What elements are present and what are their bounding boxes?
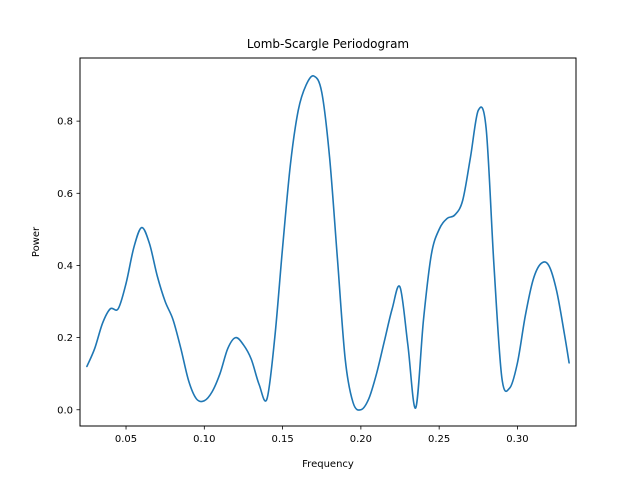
x-axis: 0.05 0.10 0.15 0.20 0.25 0.30 (115, 426, 529, 445)
y-tick-label: 0.6 (57, 189, 73, 200)
series-line-0 (86, 75, 570, 411)
x-axis-label: Frequency (302, 459, 354, 470)
y-tick-label: 0.0 (57, 405, 73, 416)
y-axis: 0.0 0.2 0.4 0.6 0.8 (57, 117, 80, 416)
axes-frame (79, 57, 577, 427)
y-axis-label: Power (31, 226, 42, 257)
chart-title: Lomb-Scargle Periodogram (247, 37, 409, 51)
x-tick-label: 0.15 (271, 434, 293, 445)
y-tick-label: 0.4 (57, 261, 73, 272)
y-tick-label: 0.8 (57, 117, 73, 128)
x-tick-label: 0.30 (506, 434, 528, 445)
series-layer (86, 75, 570, 411)
x-tick-label: 0.10 (193, 434, 215, 445)
plot-area (79, 57, 577, 427)
x-tick-label: 0.25 (428, 434, 450, 445)
x-tick-label: 0.05 (115, 434, 137, 445)
x-tick-label: 0.20 (350, 434, 372, 445)
y-tick-label: 0.2 (57, 333, 73, 344)
